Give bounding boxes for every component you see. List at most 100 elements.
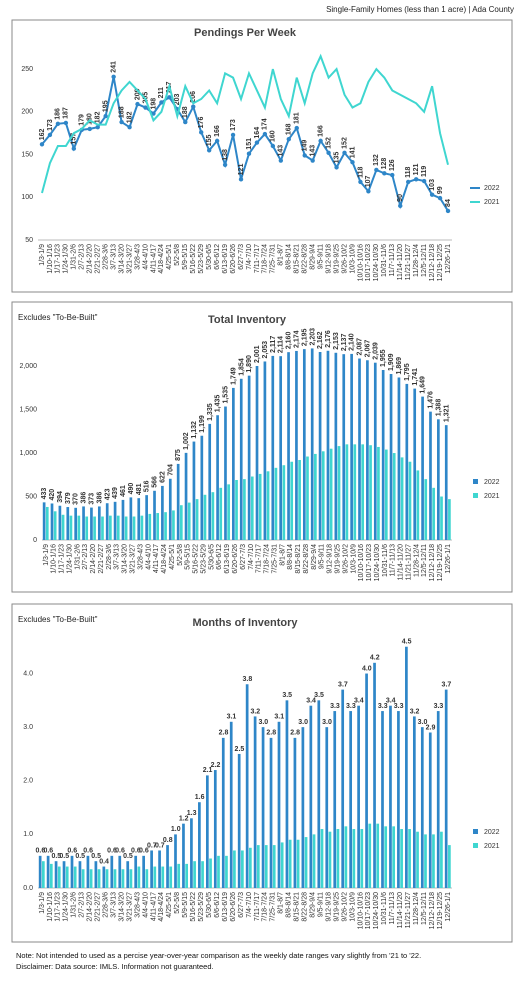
x-tick-label: 2/14-2/20: [87, 244, 94, 274]
point: [47, 132, 53, 138]
x-tick-label: 9/26-10/2: [341, 244, 348, 274]
bar: [161, 485, 164, 540]
bar: [381, 370, 385, 540]
bar: [45, 506, 49, 540]
x-tick-label: 7/4-7/10: [246, 244, 253, 270]
x-tick-label: 1/31-2/6: [74, 544, 81, 570]
point: [398, 203, 403, 209]
x-tick-label: 4/25-5/1: [169, 544, 176, 570]
bar: [77, 515, 81, 540]
bar: [293, 737, 297, 888]
data-label: 166: [317, 125, 324, 137]
x-tick-label: 6/13-6/19: [222, 892, 229, 922]
data-label: 1,741: [412, 368, 419, 386]
x-tick-label: 7/4-7/10: [248, 544, 255, 570]
bar: [432, 487, 435, 540]
bar: [166, 845, 169, 888]
y-tick-label: 4.0: [23, 670, 33, 677]
data-label: 84: [445, 199, 452, 207]
point: [167, 95, 172, 100]
bar: [420, 727, 424, 888]
bar: [90, 507, 93, 540]
bar: [320, 829, 324, 888]
x-tick-label: 6/27-7/3: [238, 244, 245, 270]
point: [39, 142, 45, 147]
bar: [256, 845, 260, 888]
bar: [392, 453, 396, 540]
x-tick-label: 7/25-7/31: [270, 244, 277, 274]
x-tick-label: 8/8-8/14: [286, 892, 293, 918]
x-tick-label: 6/6-6/12: [216, 544, 223, 570]
x-tick-label: 9/12-9/18: [327, 544, 334, 574]
point: [254, 140, 260, 145]
line: [41, 53, 449, 194]
note: Disclaimer: Data source: IMLS. Informati…: [16, 962, 214, 971]
data-label: 1.0: [171, 826, 181, 833]
bar: [156, 513, 160, 540]
bar: [239, 378, 243, 540]
data-label: 195: [103, 100, 110, 112]
data-label: 420: [49, 489, 56, 501]
point: [406, 179, 411, 185]
data-label: 162: [39, 129, 46, 141]
bar: [258, 473, 262, 540]
y-tick-label: 200: [21, 109, 33, 116]
bar: [70, 855, 74, 888]
x-tick-label: 5/30-6/5: [206, 244, 213, 270]
data-label: 3.5: [314, 692, 324, 699]
point: [191, 104, 196, 109]
data-label: 439: [112, 487, 119, 499]
bar: [164, 512, 167, 540]
point: [238, 177, 244, 182]
bar: [58, 505, 62, 540]
bar: [350, 353, 353, 540]
x-tick-label: 5/9-5/15: [182, 244, 189, 270]
bar: [302, 349, 306, 540]
bar: [312, 834, 316, 888]
x-tick-label: 4/4-4/10: [142, 244, 149, 270]
x-tick-label: 1/17-1/23: [55, 892, 62, 922]
bar: [440, 496, 443, 540]
bar: [358, 358, 361, 540]
x-tick-label: 5/2-5/8: [174, 244, 181, 266]
bar: [233, 850, 236, 888]
bar: [282, 465, 286, 540]
data-label: 121: [238, 164, 245, 176]
data-label: 1,199: [199, 415, 206, 433]
x-tick-label: 5/23-5/29: [198, 244, 205, 274]
x-tick-label: 2/28-3/6: [103, 892, 110, 918]
bar: [208, 423, 212, 540]
bar: [421, 396, 424, 540]
bar: [440, 831, 443, 888]
data-label: 386: [96, 492, 103, 504]
point: [246, 151, 252, 156]
bar: [74, 507, 78, 540]
data-label: 2,053: [262, 341, 269, 359]
bar: [153, 490, 156, 540]
x-tick-label: 4/18-4/24: [158, 892, 165, 922]
bar: [50, 503, 54, 540]
bar: [195, 499, 199, 540]
point: [286, 136, 291, 142]
bar: [360, 829, 364, 888]
panel: [11, 301, 513, 593]
bar: [269, 737, 273, 888]
bar: [105, 869, 109, 888]
bar: [376, 823, 380, 888]
data-label: 1,132: [191, 421, 198, 439]
bar: [424, 479, 428, 540]
x-tick-label: 9/12-9/18: [325, 244, 332, 274]
bar: [190, 818, 193, 888]
bar: [179, 505, 183, 540]
x-tick-label: 6/27-7/3: [240, 544, 247, 570]
x-tick-label: 10/31-11/6: [381, 892, 388, 925]
x-tick-label: 5/23-5/29: [198, 892, 205, 922]
data-label: 151: [246, 138, 253, 150]
legend-swatch: [473, 479, 478, 484]
bar: [285, 700, 289, 888]
data-label: 2,160: [286, 332, 293, 350]
data-label: 3.0: [322, 719, 332, 726]
note: Note: Not intended to used as a percise …: [16, 951, 421, 960]
data-label: 179: [79, 114, 86, 126]
x-tick-label: 12/26-1/1: [445, 892, 452, 922]
